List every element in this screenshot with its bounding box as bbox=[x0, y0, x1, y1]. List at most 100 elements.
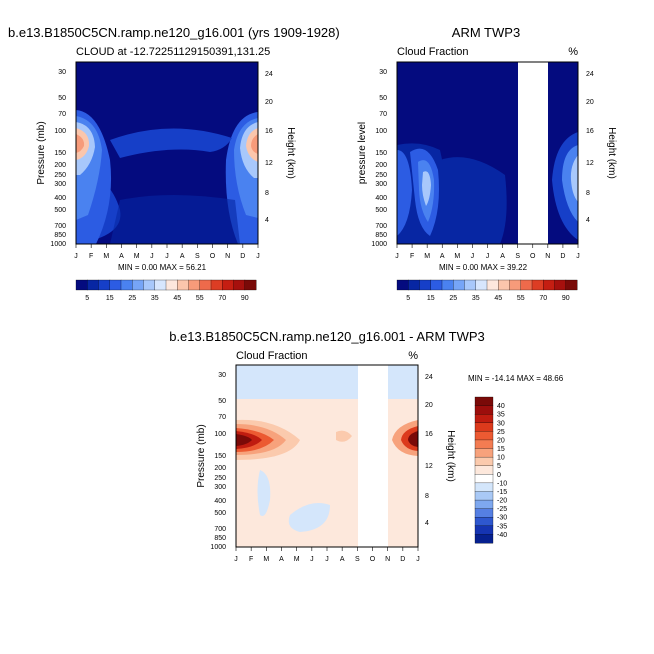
panel-model-y-axis-label: Pressure (mb) bbox=[36, 121, 47, 184]
colorbar-label: 40 bbox=[497, 403, 505, 410]
x-tick-label: A bbox=[180, 253, 185, 260]
panel-model-lower-band bbox=[110, 195, 240, 244]
y-tick-right-label: 4 bbox=[586, 217, 590, 224]
y-tick-right-label: 24 bbox=[586, 71, 594, 78]
colorbar-swatch bbox=[408, 279, 420, 291]
y-tick-label: 70 bbox=[58, 111, 66, 118]
y-tick-label: 300 bbox=[54, 181, 66, 188]
colorbar-swatch bbox=[520, 279, 533, 291]
panel-obs-contour-summer bbox=[440, 157, 507, 244]
colorbar-swatch bbox=[474, 525, 494, 535]
y-tick-right-label: 12 bbox=[425, 463, 433, 470]
colorbar-label: 25 bbox=[449, 295, 457, 302]
y-tick-label: 700 bbox=[54, 223, 66, 230]
panel-diff-peak-right bbox=[408, 431, 418, 447]
colorbar-swatch bbox=[453, 279, 465, 291]
colorbar-label: 5 bbox=[497, 463, 501, 470]
colorbar-swatch bbox=[498, 279, 510, 291]
x-tick-label: M bbox=[134, 253, 140, 260]
y-tick-right-label: 16 bbox=[586, 128, 594, 135]
colorbar-swatch bbox=[143, 279, 156, 291]
y-tick-label: 150 bbox=[214, 453, 226, 460]
y-tick-label: 70 bbox=[379, 111, 387, 118]
y-tick-right-label: 12 bbox=[586, 160, 594, 167]
panel-model-y-axis-label-right: Height (km) bbox=[285, 127, 296, 179]
panel-obs-missing-data bbox=[518, 62, 548, 244]
colorbar-label: 0 bbox=[497, 472, 501, 479]
panel-obs-colorbar: 5 15 25 35 45 55 70 90 bbox=[396, 279, 578, 302]
y-tick-right-label: 12 bbox=[265, 160, 273, 167]
colorbar-label: 30 bbox=[497, 420, 505, 427]
panel-diff-peak-left bbox=[236, 434, 252, 446]
x-tick-label: J bbox=[165, 253, 169, 260]
colorbar-swatch bbox=[474, 534, 494, 544]
panel-diff-negative-patch-1 bbox=[257, 470, 271, 516]
panel-diff-negative-patch-2 bbox=[288, 502, 330, 532]
x-tick-label: M bbox=[263, 556, 269, 563]
colorbar-swatch bbox=[475, 279, 488, 291]
panel-diff-y-axis-label: Pressure (mb) bbox=[196, 424, 207, 487]
y-tick-right-label: 20 bbox=[265, 99, 273, 106]
x-tick-label: M bbox=[454, 253, 460, 260]
colorbar-swatch bbox=[486, 279, 499, 291]
x-tick-label: J bbox=[576, 253, 580, 260]
colorbar-swatch bbox=[109, 279, 122, 291]
y-tick-label: 200 bbox=[54, 162, 66, 169]
panel-obs-contour-dec-3 bbox=[570, 155, 578, 202]
y-tick-label: 70 bbox=[218, 414, 226, 421]
y-tick-label: 850 bbox=[54, 232, 66, 239]
y-tick-label: 30 bbox=[379, 69, 387, 76]
colorbar-swatch bbox=[531, 279, 544, 291]
colorbar-label: 90 bbox=[562, 295, 570, 302]
colorbar-label: -10 bbox=[497, 480, 507, 487]
x-tick-label: D bbox=[560, 253, 565, 260]
colorbar-swatch bbox=[464, 279, 477, 291]
panel-model-upper-band bbox=[110, 128, 232, 158]
y-tick-label: 1000 bbox=[210, 544, 226, 551]
colorbar-label: 15 bbox=[106, 295, 114, 302]
y-tick-label: 850 bbox=[214, 535, 226, 542]
x-tick-label: A bbox=[500, 253, 505, 260]
colorbar-swatch bbox=[75, 279, 88, 291]
panel-diff-subtitle: Cloud Fraction bbox=[236, 350, 308, 362]
panel-diff-y-axis-label-right: Height (km) bbox=[445, 430, 456, 482]
colorbar-swatch bbox=[474, 431, 494, 441]
x-tick-label: A bbox=[119, 253, 124, 260]
x-tick-label: J bbox=[256, 253, 260, 260]
x-tick-label: F bbox=[89, 253, 93, 260]
colorbar-label: -25 bbox=[497, 506, 507, 513]
panel-diff: b.e13.B1850C5CN.ramp.ne120_g16.001 - ARM… bbox=[169, 329, 563, 563]
panel-obs-plot-area bbox=[396, 61, 579, 245]
y-tick-label: 200 bbox=[375, 162, 387, 169]
y-tick-label: 50 bbox=[58, 95, 66, 102]
colorbar-label: 55 bbox=[517, 295, 525, 302]
y-tick-label: 500 bbox=[214, 510, 226, 517]
y-tick-label: 250 bbox=[214, 475, 226, 482]
x-tick-label: A bbox=[279, 556, 284, 563]
colorbar-swatch bbox=[474, 474, 494, 484]
y-tick-label: 700 bbox=[214, 526, 226, 533]
colorbar-swatch bbox=[441, 279, 454, 291]
x-tick-label: J bbox=[416, 556, 420, 563]
panel-model-peak-right bbox=[251, 134, 258, 154]
colorbar-label: 35 bbox=[151, 295, 159, 302]
y-tick-label: 100 bbox=[54, 128, 66, 135]
y-tick-label: 500 bbox=[54, 207, 66, 214]
colorbar-label: 45 bbox=[173, 295, 181, 302]
colorbar-swatch bbox=[474, 465, 494, 475]
x-tick-label: J bbox=[310, 556, 314, 563]
colorbar-swatch bbox=[165, 279, 178, 291]
colorbar-swatch bbox=[565, 279, 578, 291]
colorbar-swatch bbox=[474, 482, 494, 492]
y-tick-label: 250 bbox=[375, 172, 387, 179]
colorbar-swatch bbox=[396, 279, 409, 291]
colorbar-label: 25 bbox=[128, 295, 136, 302]
colorbar-swatch bbox=[120, 279, 133, 291]
x-tick-label: O bbox=[370, 556, 376, 563]
y-tick-label: 1000 bbox=[371, 241, 387, 248]
colorbar-label: -30 bbox=[497, 515, 507, 522]
y-tick-label: 50 bbox=[379, 95, 387, 102]
colorbar-swatch bbox=[543, 279, 555, 291]
